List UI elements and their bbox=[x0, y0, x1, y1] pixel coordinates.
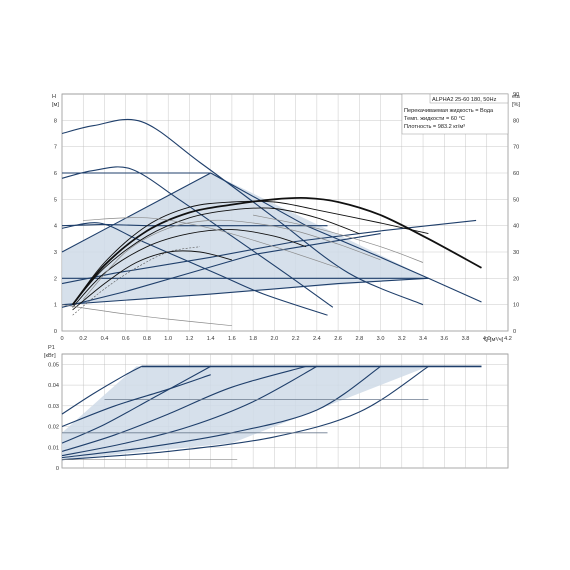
series-p_2 bbox=[61, 365, 307, 452]
eta-axis-unit: [%] bbox=[512, 102, 521, 108]
series-eta_1 bbox=[71, 196, 482, 306]
series-grey_low bbox=[61, 304, 232, 327]
x-tick-label: 4.0 bbox=[483, 336, 491, 342]
series-grey_h3 bbox=[253, 214, 424, 263]
x-tick-label: 0.8 bbox=[143, 336, 151, 342]
power-panel: 0 0.01 0.02 0.03 0.04 0.05 P1 [кВт] bbox=[44, 345, 509, 472]
x-tick-label: 1.8 bbox=[249, 336, 257, 342]
y-tick-label: 3 bbox=[54, 250, 57, 256]
series-eta_grey bbox=[82, 219, 381, 300]
y2-tick-label: 70 bbox=[513, 145, 519, 151]
series-grey_h2 bbox=[83, 217, 339, 269]
x-tick-label: 2.2 bbox=[292, 336, 300, 342]
series-p_0 bbox=[61, 365, 142, 415]
p1-axis-unit: [кВт] bbox=[44, 353, 56, 359]
series-eta_4 bbox=[72, 250, 233, 311]
series-p_mid bbox=[61, 374, 211, 428]
y2-tick-label: 0 bbox=[513, 329, 516, 335]
p1-tick-label: 0.04 bbox=[48, 383, 59, 389]
h-axis-unit: [м] bbox=[52, 102, 59, 108]
x-tick-label: 0.4 bbox=[101, 336, 109, 342]
series-p_5 bbox=[61, 365, 429, 461]
head-x-tick-labels: 0 0.2 0.4 0.6 0.8 1.0 1.2 1.4 1.6 1.8 2.0 2.2 2.4 2.6… bbox=[60, 336, 511, 342]
series-h_mid bbox=[61, 166, 334, 308]
y2-tick-label: 40 bbox=[513, 224, 519, 230]
series-p_1 bbox=[61, 365, 211, 444]
y-tick-label: 0 bbox=[54, 329, 57, 335]
series-h_max bbox=[61, 118, 424, 306]
p1-tick-label: 0.05 bbox=[48, 362, 59, 368]
h-axis-label: H bbox=[52, 94, 56, 100]
x-tick-label: 2.8 bbox=[355, 336, 363, 342]
head-y2-tick-labels: 0 10 20 30 40 50 60 70 80 90 bbox=[513, 92, 519, 335]
power-y-tick-labels: 0 0.01 0.02 0.03 0.04 0.05 bbox=[48, 362, 59, 472]
x-tick-label: 3.8 bbox=[462, 336, 470, 342]
x-tick-label: 1.2 bbox=[186, 336, 194, 342]
x-tick-label: 0 bbox=[60, 336, 63, 342]
x-tick-label: 3.2 bbox=[398, 336, 406, 342]
series-h_const_4 bbox=[61, 223, 328, 227]
y-tick-label: 6 bbox=[54, 171, 57, 177]
series-sys_2 bbox=[61, 219, 477, 285]
y-tick-label: 4 bbox=[54, 224, 57, 230]
series-sys_4 bbox=[61, 233, 381, 308]
info-title-frame bbox=[429, 93, 509, 104]
x-tick-label: 0.6 bbox=[122, 336, 130, 342]
p1-tick-label: 0 bbox=[56, 466, 59, 472]
p1-tick-label: 0.02 bbox=[48, 425, 59, 431]
series-eta_dash bbox=[72, 246, 201, 316]
y-tick-label: 7 bbox=[54, 145, 57, 151]
x-tick-label: 2.0 bbox=[270, 336, 278, 342]
x-tick-label: 2.6 bbox=[334, 336, 342, 342]
series-eta_2 bbox=[72, 207, 360, 305]
y2-tick-label: 60 bbox=[513, 171, 519, 177]
p1-tick-label: 0.03 bbox=[48, 404, 59, 410]
y-tick-label: 8 bbox=[54, 118, 57, 124]
y2-tick-label: 10 bbox=[513, 303, 519, 309]
power-curves bbox=[61, 365, 482, 461]
y2-tick-label: 80 bbox=[513, 118, 519, 124]
head-operating-area bbox=[62, 173, 429, 305]
y2-tick-label: 30 bbox=[513, 250, 519, 256]
head-shaded-region bbox=[62, 173, 429, 305]
series-eta_3 bbox=[72, 229, 307, 308]
head-curves bbox=[61, 118, 482, 327]
x-tick-label: 0.2 bbox=[79, 336, 87, 342]
info-title: ALPHA2 25-60 180, 50Hz bbox=[432, 97, 497, 103]
x-tick-label: 2.4 bbox=[313, 336, 321, 342]
eta-axis-label: eta bbox=[512, 94, 521, 100]
y2-tick-label: 50 bbox=[513, 197, 519, 203]
y2-tick-label: 20 bbox=[513, 276, 519, 282]
y-tick-label: 1 bbox=[54, 303, 57, 309]
info-line-2: Темп. жидкости = 60 °C bbox=[404, 116, 465, 122]
p1-tick-label: 0.01 bbox=[48, 445, 59, 451]
info-line-1: Перекачиваемая жидкость = Вода bbox=[404, 108, 494, 114]
q-axis-label: Q [м³/ч] bbox=[484, 337, 504, 343]
y2-tick-label: 90 bbox=[513, 92, 519, 98]
series-h_low bbox=[61, 222, 328, 316]
p1-axis-label: P1 bbox=[48, 345, 55, 351]
x-tick-label: 3.4 bbox=[419, 336, 427, 342]
x-tick-label: 1.0 bbox=[164, 336, 172, 342]
y-tick-label: 5 bbox=[54, 197, 57, 203]
series-p_3 bbox=[61, 365, 318, 457]
head-y-tick-labels: 0 1 2 3 4 5 6 7 8 bbox=[54, 118, 57, 335]
info-line-3: Плотность = 983.2 кг/м³ bbox=[404, 124, 465, 130]
x-tick-label: 3.6 bbox=[440, 336, 448, 342]
x-tick-label: 1.4 bbox=[207, 336, 215, 342]
x-tick-label: 3.0 bbox=[377, 336, 385, 342]
x-tick-label: 1.6 bbox=[228, 336, 236, 342]
y-tick-label: 2 bbox=[54, 276, 57, 282]
series-eta_5 bbox=[72, 200, 429, 305]
info-box: ALPHA2 25-60 180, 50Hz Перекачиваемая жи… bbox=[401, 93, 509, 135]
x-tick-label: 4.2 bbox=[504, 336, 512, 342]
head-panel: 0 0.2 0.4 0.6 0.8 1.0 1.2 1.4 1.6 1.8 2.0 2.2 2.4 2.6… bbox=[52, 92, 521, 343]
